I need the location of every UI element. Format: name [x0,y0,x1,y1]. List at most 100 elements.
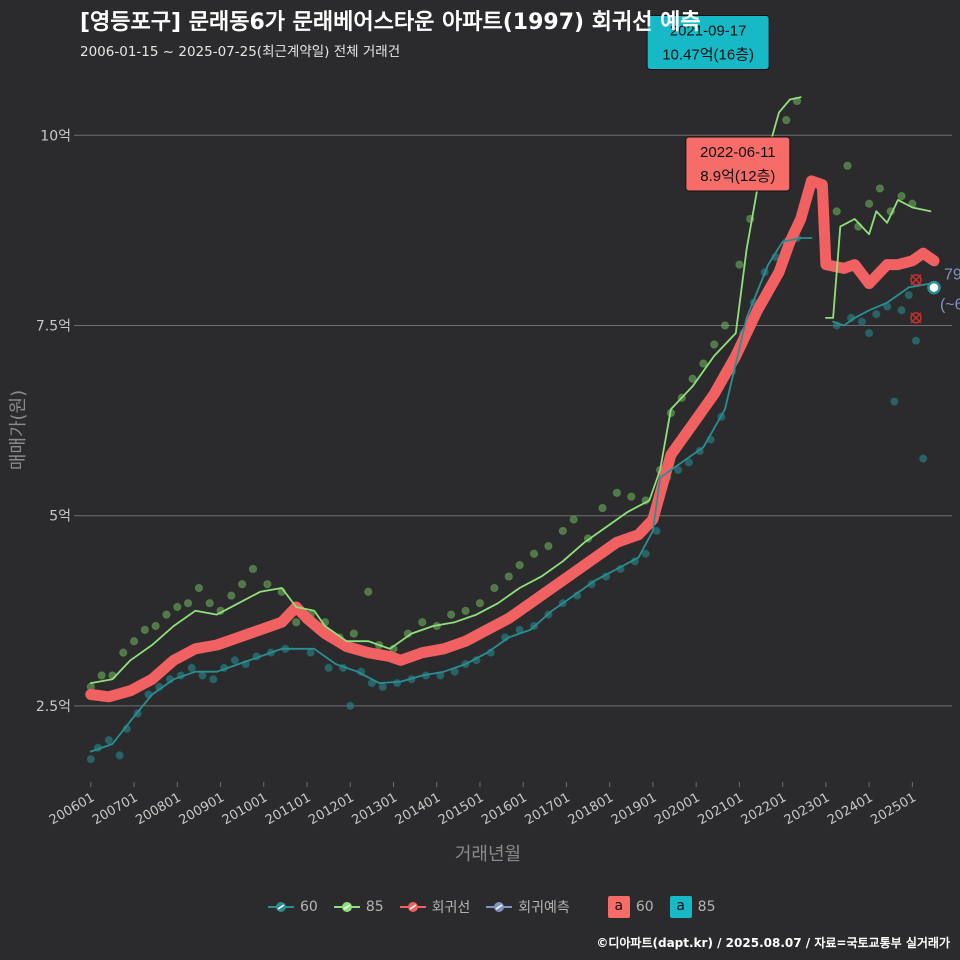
scatter-point-60 [904,290,913,300]
legend-item-forecast: 회귀예측 [486,897,570,917]
scatter-point-85 [612,488,621,497]
scatter-point-85 [227,591,236,600]
legend-label-text-60: 60 [635,899,654,915]
series-line-60 [832,282,932,327]
scatter-point-85 [875,184,885,193]
peak-label-text-85: 10.47억(16층) [662,47,754,64]
scatter-point-60 [378,682,387,691]
scatter-point-60 [209,675,218,684]
x-tick-label: 202201 [739,790,789,828]
legend-label-85: 85 [365,899,384,915]
scatter-point-85 [865,199,874,208]
scatter-point-85 [782,115,791,125]
scatter-point-85 [544,542,553,551]
scatter-point-85 [205,599,214,608]
scatter-point-60 [911,336,921,345]
legend-label-item-60: a 60 [607,896,654,918]
legend-label-forecast: 회귀예측 [518,900,570,916]
y-tick-label: 7.5억 [36,318,71,334]
scatter-point-85 [119,648,128,657]
scatter-point-60 [86,755,95,764]
x-tick-label: 201301 [350,790,400,828]
x-tick-label: 201701 [523,790,573,828]
scatter-point-85 [515,561,524,570]
scatter-point-85 [710,340,719,349]
scatter-point-85 [129,637,139,646]
y-tick-label: 5억 [49,509,71,525]
chart-subtitle: 2006-01-15 ~ 2025-07-25(최근계약일) 전체 거래건 [80,44,401,60]
scatter-point-85 [194,583,204,593]
peak-label-box-60 [685,136,791,192]
forecast-outlier-cross [910,274,922,286]
y-axis-title: 매매가(원) [8,390,29,470]
x-tick-label: 201201 [306,790,356,828]
scatter-point-85 [418,618,427,627]
legend-label-text-85: 85 [697,899,716,915]
chart-legend: 60 85 회귀선 회귀예측 a 60 a 85 [268,895,731,919]
scatter-point-85 [151,621,160,631]
forecast-point [927,280,941,295]
forecast-outlier-cross [910,312,922,324]
scatter-point-85 [598,503,607,513]
peak-label-text-60: 2022-06-11 [700,144,776,161]
forecast-value-label: 79,973 [944,267,960,284]
scatter-point-60 [872,309,881,319]
x-tick-label: 201601 [479,790,529,828]
legend-label-regression: 회귀선 [431,900,471,916]
x-tick-label: 201501 [436,790,486,828]
x-tick-label: 201401 [393,790,443,828]
x-tick-label: 200901 [177,790,227,828]
legend-key-85-icon [333,898,360,916]
peak-label-box-85 [646,15,770,70]
legend-key-regression-icon [399,898,426,916]
legend-label-key-60: a [607,896,630,918]
scatter-point-85 [735,260,744,269]
legend-key-forecast-icon [486,898,513,916]
x-tick-label: 201001 [220,790,270,828]
x-tick-label: 202401 [825,790,875,828]
scatter-point-60 [115,751,124,760]
y-tick-label: 10억 [40,128,71,144]
scatter-point-85 [832,207,841,216]
x-tick-label: 202501 [868,790,918,828]
scatter-point-60 [890,397,899,406]
scatter-point-85 [349,629,358,638]
x-tick-label: 202101 [695,790,745,828]
scatter-point-60 [919,454,928,463]
scatter-point-85 [843,161,852,170]
legend-label-key-85: a [669,896,692,918]
scatter-point-85 [897,192,906,201]
x-tick-label: 201801 [566,790,616,828]
series-line-85 [825,198,932,319]
legend-item-85: 85 [333,898,384,916]
scatter-point-85 [627,492,636,501]
x-tick-label: 202001 [652,790,702,828]
scatter-point-85 [699,359,708,368]
scatter-point-60 [230,656,240,665]
scatter-point-85 [162,610,171,619]
legend-item-regression: 회귀선 [399,897,471,917]
scatter-point-85 [490,583,499,593]
chart-title: [영등포구] 문래동6가 문래베어스타운 아파트(1997) 회귀선 예측 [80,10,701,35]
y-tick-label: 2.5억 [36,699,71,715]
scatter-point-85 [173,602,182,612]
scatter-point-60 [897,306,906,315]
scatter-point-85 [529,549,539,558]
series-line-60 [89,237,813,753]
scatter-point-60 [324,663,333,672]
scatter-point-85 [364,587,373,596]
x-tick-label: 202301 [782,790,832,828]
x-tick-label: 200601 [47,790,97,828]
x-tick-label: 201101 [263,790,313,828]
forecast-outlier-point [910,274,922,286]
x-axis-title: 거래년월 [455,844,521,865]
forecast-outlier-point [910,312,922,324]
peak-label-text-85: 2021-09-17 [670,23,747,40]
scatter-point-85 [504,572,513,581]
scatter-point-60 [865,328,874,338]
credit-text: ©디아파트(dapt.kr) / 2025.08.07 / 자료=국토교통부 실… [596,936,950,950]
scatter-point-60 [674,465,683,475]
scatter-point-85 [97,671,106,680]
